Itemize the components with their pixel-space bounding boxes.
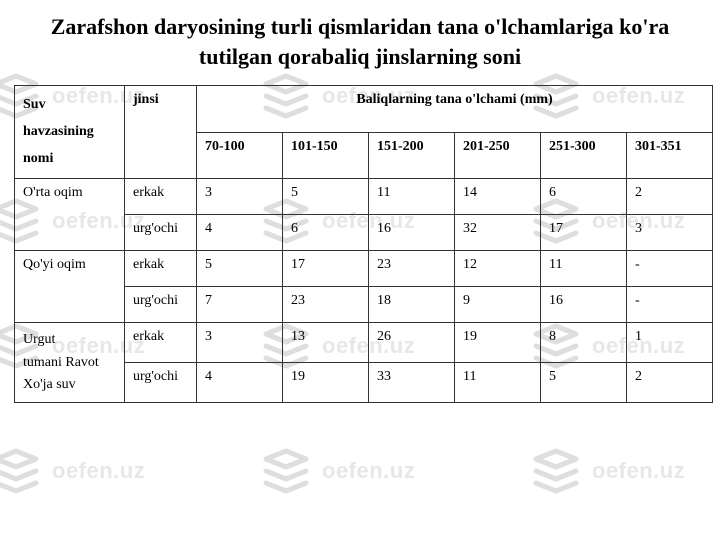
cell: 8	[541, 323, 627, 363]
cell: 3	[197, 179, 283, 215]
group-2-name: Urgut tumani Ravot Xo'ja suv	[15, 323, 125, 403]
cell: 13	[283, 323, 369, 363]
cell: 5	[541, 363, 627, 403]
suv-line-1: Suv	[23, 97, 46, 112]
cell: 4	[197, 363, 283, 403]
col-header-size-span: Baliqlarning tana o'lchami (mm)	[197, 86, 713, 132]
table-body: O'rta oqim erkak 3 5 11 14 6 2 urg'ochi …	[15, 179, 713, 403]
cell: 11	[541, 251, 627, 287]
cell: 4	[197, 215, 283, 251]
cell-jinsi: urg'ochi	[125, 287, 197, 323]
cell: 16	[369, 215, 455, 251]
cell-jinsi: erkak	[125, 251, 197, 287]
cell-jinsi: erkak	[125, 179, 197, 215]
cell: 26	[369, 323, 455, 363]
cell: 5	[283, 179, 369, 215]
cell: -	[627, 287, 713, 323]
cell: 1	[627, 323, 713, 363]
cell: 3	[197, 323, 283, 363]
cell: 6	[283, 215, 369, 251]
cell: 2	[627, 363, 713, 403]
cell: 19	[455, 323, 541, 363]
size-col-1: 101-150	[283, 132, 369, 178]
page-title: Zarafshon daryosining turli qismlaridan …	[14, 12, 706, 71]
size-col-3: 201-250	[455, 132, 541, 178]
size-col-5: 301-351	[627, 132, 713, 178]
cell: 2	[627, 179, 713, 215]
size-col-0: 70-100	[197, 132, 283, 178]
cell: 17	[283, 251, 369, 287]
size-col-4: 251-300	[541, 132, 627, 178]
cell-jinsi: urg'ochi	[125, 363, 197, 403]
cell: 23	[283, 287, 369, 323]
cell: 12	[455, 251, 541, 287]
table-row: Qo'yi oqim erkak 5 17 23 12 11 -	[15, 251, 713, 287]
cell: 7	[197, 287, 283, 323]
table-row: Urgut tumani Ravot Xo'ja suv erkak 3 13 …	[15, 323, 713, 363]
cell: -	[627, 251, 713, 287]
cell: 33	[369, 363, 455, 403]
cell: 32	[455, 215, 541, 251]
cell: 17	[541, 215, 627, 251]
table-head: Suv havzasining nomi jinsi Baliqlarning …	[15, 86, 713, 179]
slide-content: Zarafshon daryosining turli qismlaridan …	[0, 0, 720, 540]
cell: 16	[541, 287, 627, 323]
suv-line-2: havzasining	[23, 124, 94, 139]
cell: 11	[455, 363, 541, 403]
group-0-name: O'rta oqim	[15, 179, 125, 251]
cell: 18	[369, 287, 455, 323]
group-1-name: Qo'yi oqim	[15, 251, 125, 323]
cell: 11	[369, 179, 455, 215]
cell: 3	[627, 215, 713, 251]
cell: 14	[455, 179, 541, 215]
cell: 6	[541, 179, 627, 215]
cell: 19	[283, 363, 369, 403]
col-header-suv: Suv havzasining nomi	[15, 86, 125, 179]
cell-jinsi: urg'ochi	[125, 215, 197, 251]
data-table: Suv havzasining nomi jinsi Baliqlarning …	[14, 85, 713, 403]
col-header-jinsi: jinsi	[125, 86, 197, 179]
cell: 9	[455, 287, 541, 323]
suv-line-3: nomi	[23, 151, 53, 166]
cell: 23	[369, 251, 455, 287]
cell: 5	[197, 251, 283, 287]
size-col-2: 151-200	[369, 132, 455, 178]
cell-jinsi: erkak	[125, 323, 197, 363]
table-row: O'rta oqim erkak 3 5 11 14 6 2	[15, 179, 713, 215]
